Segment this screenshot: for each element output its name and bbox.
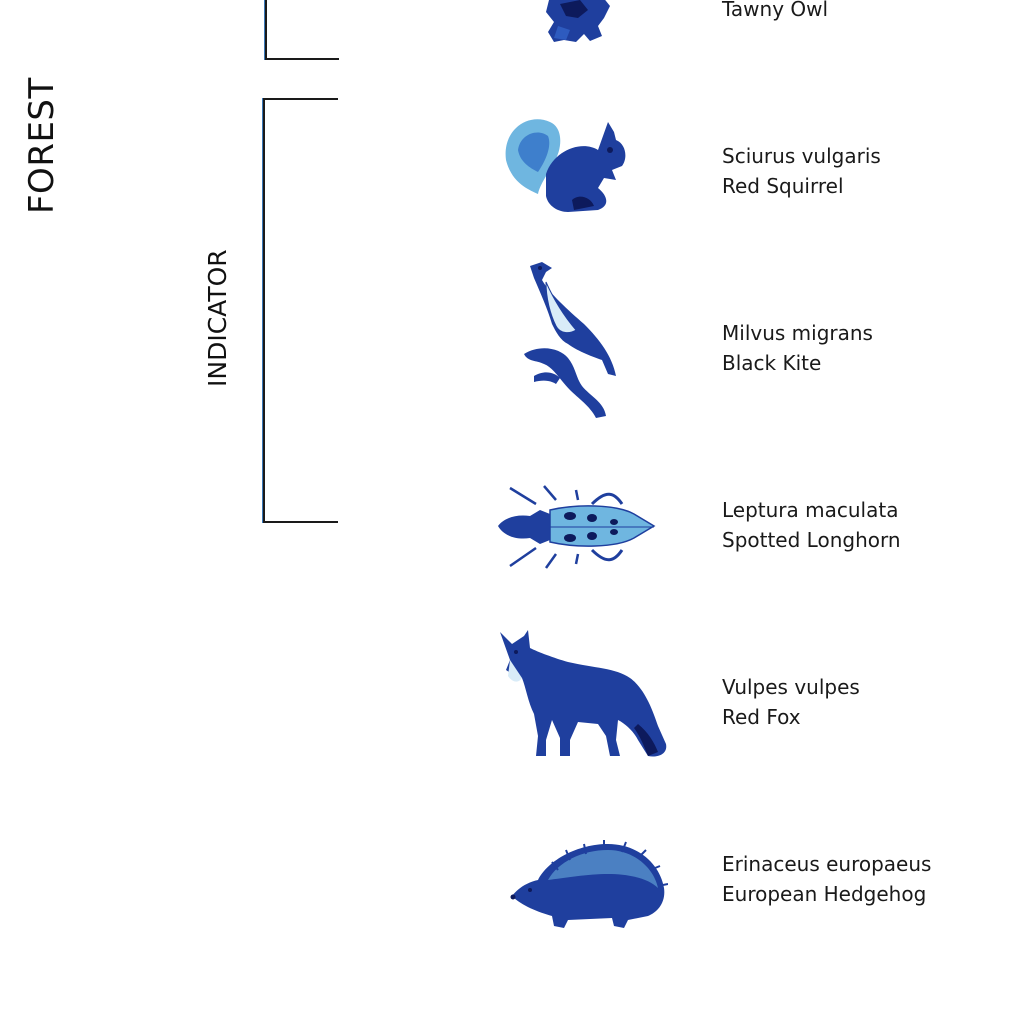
species-common-name: Tawny Owl	[722, 0, 829, 21]
black-kite-icon	[520, 260, 620, 422]
species-scientific-name: Vulpes vulpes	[722, 675, 860, 699]
species-item: Erinaceus europaeus European Hedgehog	[722, 849, 931, 909]
forest-label: FOREST	[22, 77, 62, 214]
red-fox-icon	[498, 628, 668, 762]
species-item: Vulpes vulpes Red Fox	[722, 672, 860, 732]
species-scientific-name: Erinaceus europaeus	[722, 852, 932, 876]
hedgehog-icon	[508, 840, 668, 932]
species-common-name: European Hedgehog	[722, 882, 927, 906]
species-common-name: Red Fox	[722, 705, 801, 729]
red-squirrel-icon	[498, 110, 638, 220]
indicator-label: INDICATOR	[203, 249, 232, 387]
species-item: Leptura maculata Spotted Longhorn	[722, 495, 901, 555]
species-scientific-name: Milvus migrans	[722, 321, 873, 345]
bracket-upper-group	[265, 0, 339, 60]
species-common-name: Spotted Longhorn	[722, 528, 901, 552]
species-scientific-name: Sciurus vulgaris	[722, 144, 881, 168]
species-item: Milvus migrans Black Kite	[722, 318, 873, 378]
species-common-name: Black Kite	[722, 351, 822, 375]
bracket-indicator-group	[263, 98, 338, 523]
tawny-owl-icon	[540, 0, 620, 46]
species-scientific-name: Leptura maculata	[722, 498, 899, 522]
species-item: Sciurus vulgaris Red Squirrel	[722, 141, 881, 201]
species-item: Tawny Owl	[722, 0, 828, 24]
longhorn-beetle-icon	[496, 484, 658, 570]
species-common-name: Red Squirrel	[722, 174, 844, 198]
